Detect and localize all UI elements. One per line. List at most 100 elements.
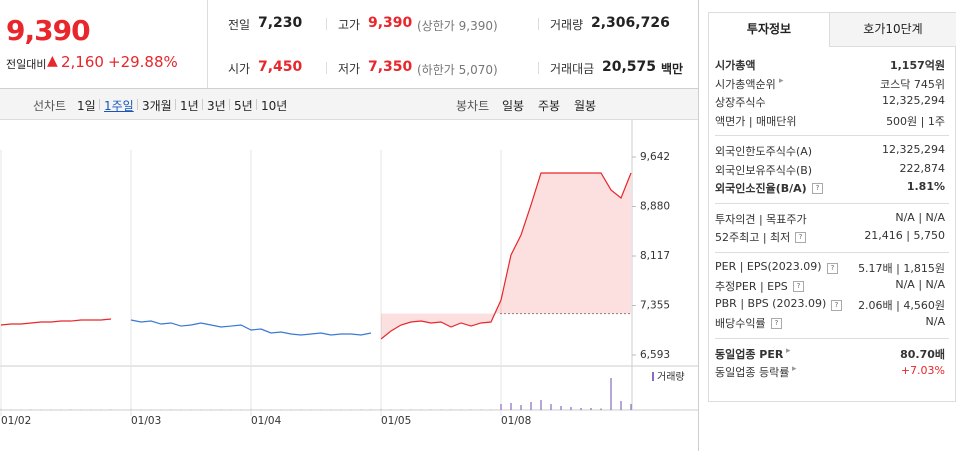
x-tick-label: 01/05 [381,415,411,427]
volume-bar [520,405,522,410]
volume-bar [570,407,572,410]
legend-swatch [652,372,654,381]
separator [326,18,327,30]
price-line [0,318,112,326]
info-label: 투자의견 | 목표주가 [715,212,807,226]
separator [538,62,539,74]
change-pct: +29.88% [108,53,178,71]
separator [175,99,176,110]
candle-tab[interactable]: 월봉 [574,99,597,113]
separator [326,62,327,74]
summary-label: 고가 [338,18,361,32]
summary-note: (하한가 5,070) [417,63,498,77]
line-chart-label: 선차트 [33,99,67,113]
x-tick-label: 01/04 [251,415,282,427]
info-label: 액면가 | 매매단위 [715,114,797,128]
info-value: 21,416 | 5,750 [864,229,945,242]
volume-bar [580,408,582,410]
volume-bar [500,404,502,410]
help-icon: ? [795,232,806,243]
link-arrow: ▸ [779,75,784,86]
y-tick-label: 6,593 [640,349,670,361]
summary-value: 20,575 [602,59,657,75]
help-icon: ? [771,318,782,329]
info-value: 222,874 [899,161,946,175]
period-tab[interactable]: 1일 [77,99,96,113]
info-label: 배당수익률 [715,317,766,330]
volume-bar [600,408,602,410]
info-value: 12,325,294 [882,143,945,156]
toolbar: 선차트 1일 1주일 3개월 1년 3년 5년 10년 봉차트 일봉 주봉 월봉 [0,89,698,120]
info-value: 5.17배 | 1,815원 [858,261,945,275]
volume-bar [560,406,562,410]
price-line [380,172,632,340]
summary-value: 7,350 [368,59,413,75]
separator [137,99,138,110]
info-value: 코스닥 745위 [880,77,945,91]
link-arrow: ▸ [786,345,791,356]
x-tick-label: 01/02 [1,415,31,427]
chart: 01/02 01/03 01/04 01/05 01/08 9,642 8,880 8,117… [0,120,698,427]
up-arrow: ▲ [47,53,58,69]
summary-unit: 백만 [661,62,684,76]
group-separator [715,135,949,136]
volume-bar [590,408,592,410]
summary-label: 거래량 [550,18,584,32]
volume-bar [550,404,552,410]
group-separator [715,337,949,339]
help-icon: ? [812,183,823,194]
x-tick-label: 01/03 [131,415,161,427]
separator [538,18,539,30]
help-icon: ? [827,262,838,274]
info-label: 동일업종 등락률 [715,366,790,379]
y-tick-label: 8,880 [640,200,670,212]
info-tab[interactable]: 투자정보 [746,22,792,36]
left-panel: 9,390 전일대비 ▲ 2,160 +29.88% 전일 7,230 고가 9,39… [0,0,699,451]
y-tick-label: 9,642 [640,151,670,163]
separator [229,99,230,110]
volume-bar [630,404,632,410]
info-value: 2.06배 | 4,560원 [858,298,945,312]
x-tick-label: 01/08 [501,415,531,427]
info-label: 동일업종 PER [715,347,784,361]
period-tab[interactable]: 1년 [180,99,199,113]
candle-tab[interactable]: 일봉 [502,99,525,113]
summary-value: 7,450 [258,59,303,75]
info-value: 1.81% [906,180,945,193]
info-value: N/A | N/A [895,278,945,291]
info-value: 500원 | 1주 [886,114,945,128]
summary-value: 2,306,726 [591,15,670,31]
info-label: 시가총액순위 [715,77,776,91]
info-value: 12,325,294 [882,94,945,107]
group-separator [715,251,949,253]
volume-bar [610,378,612,410]
info-tab[interactable]: 호가10단계 [829,13,956,47]
info-label: 상장주식수 [715,96,766,109]
period-tab[interactable]: 10년 [261,99,288,113]
info-value: 80.70배 [900,347,945,361]
separator [202,99,203,110]
volume-bar [510,403,512,410]
volume-bar [620,401,622,410]
info-label: PBR | BPS (2023.09) [715,296,827,310]
period-tab[interactable]: 3개월 [142,99,172,113]
candle-tab[interactable]: 주봉 [538,99,561,113]
summary-label: 거래대금 [550,62,595,76]
volume-bar [380,409,382,410]
header: 9,390 전일대비 ▲ 2,160 +29.88% 전일 7,230 고가 9,39… [0,0,698,89]
price-box: 9,390 전일대비 ▲ 2,160 +29.88% [0,0,208,88]
period-tab[interactable]: 5년 [234,99,253,113]
group-separator [715,202,949,204]
period-tab[interactable]: 1주일 [104,99,134,113]
period-tab[interactable]: 3년 [207,99,226,113]
summary-value: 9,390 [368,15,413,31]
info-value: N/A [925,315,945,328]
info-value: 1,157억원 [889,59,945,72]
legend-label: 거래량 [657,371,685,383]
link-arrow: ▸ [792,364,797,374]
y-tick-label: 8,117 [640,250,670,262]
summary-label: 전일 [228,18,251,32]
volume-bar [530,402,532,410]
area [381,172,631,340]
info-panel: 투자정보 호가10단계 시가총액 1,157억원 시가총액순위 ▸ 코스닥 745위 상장주식… [708,12,956,402]
